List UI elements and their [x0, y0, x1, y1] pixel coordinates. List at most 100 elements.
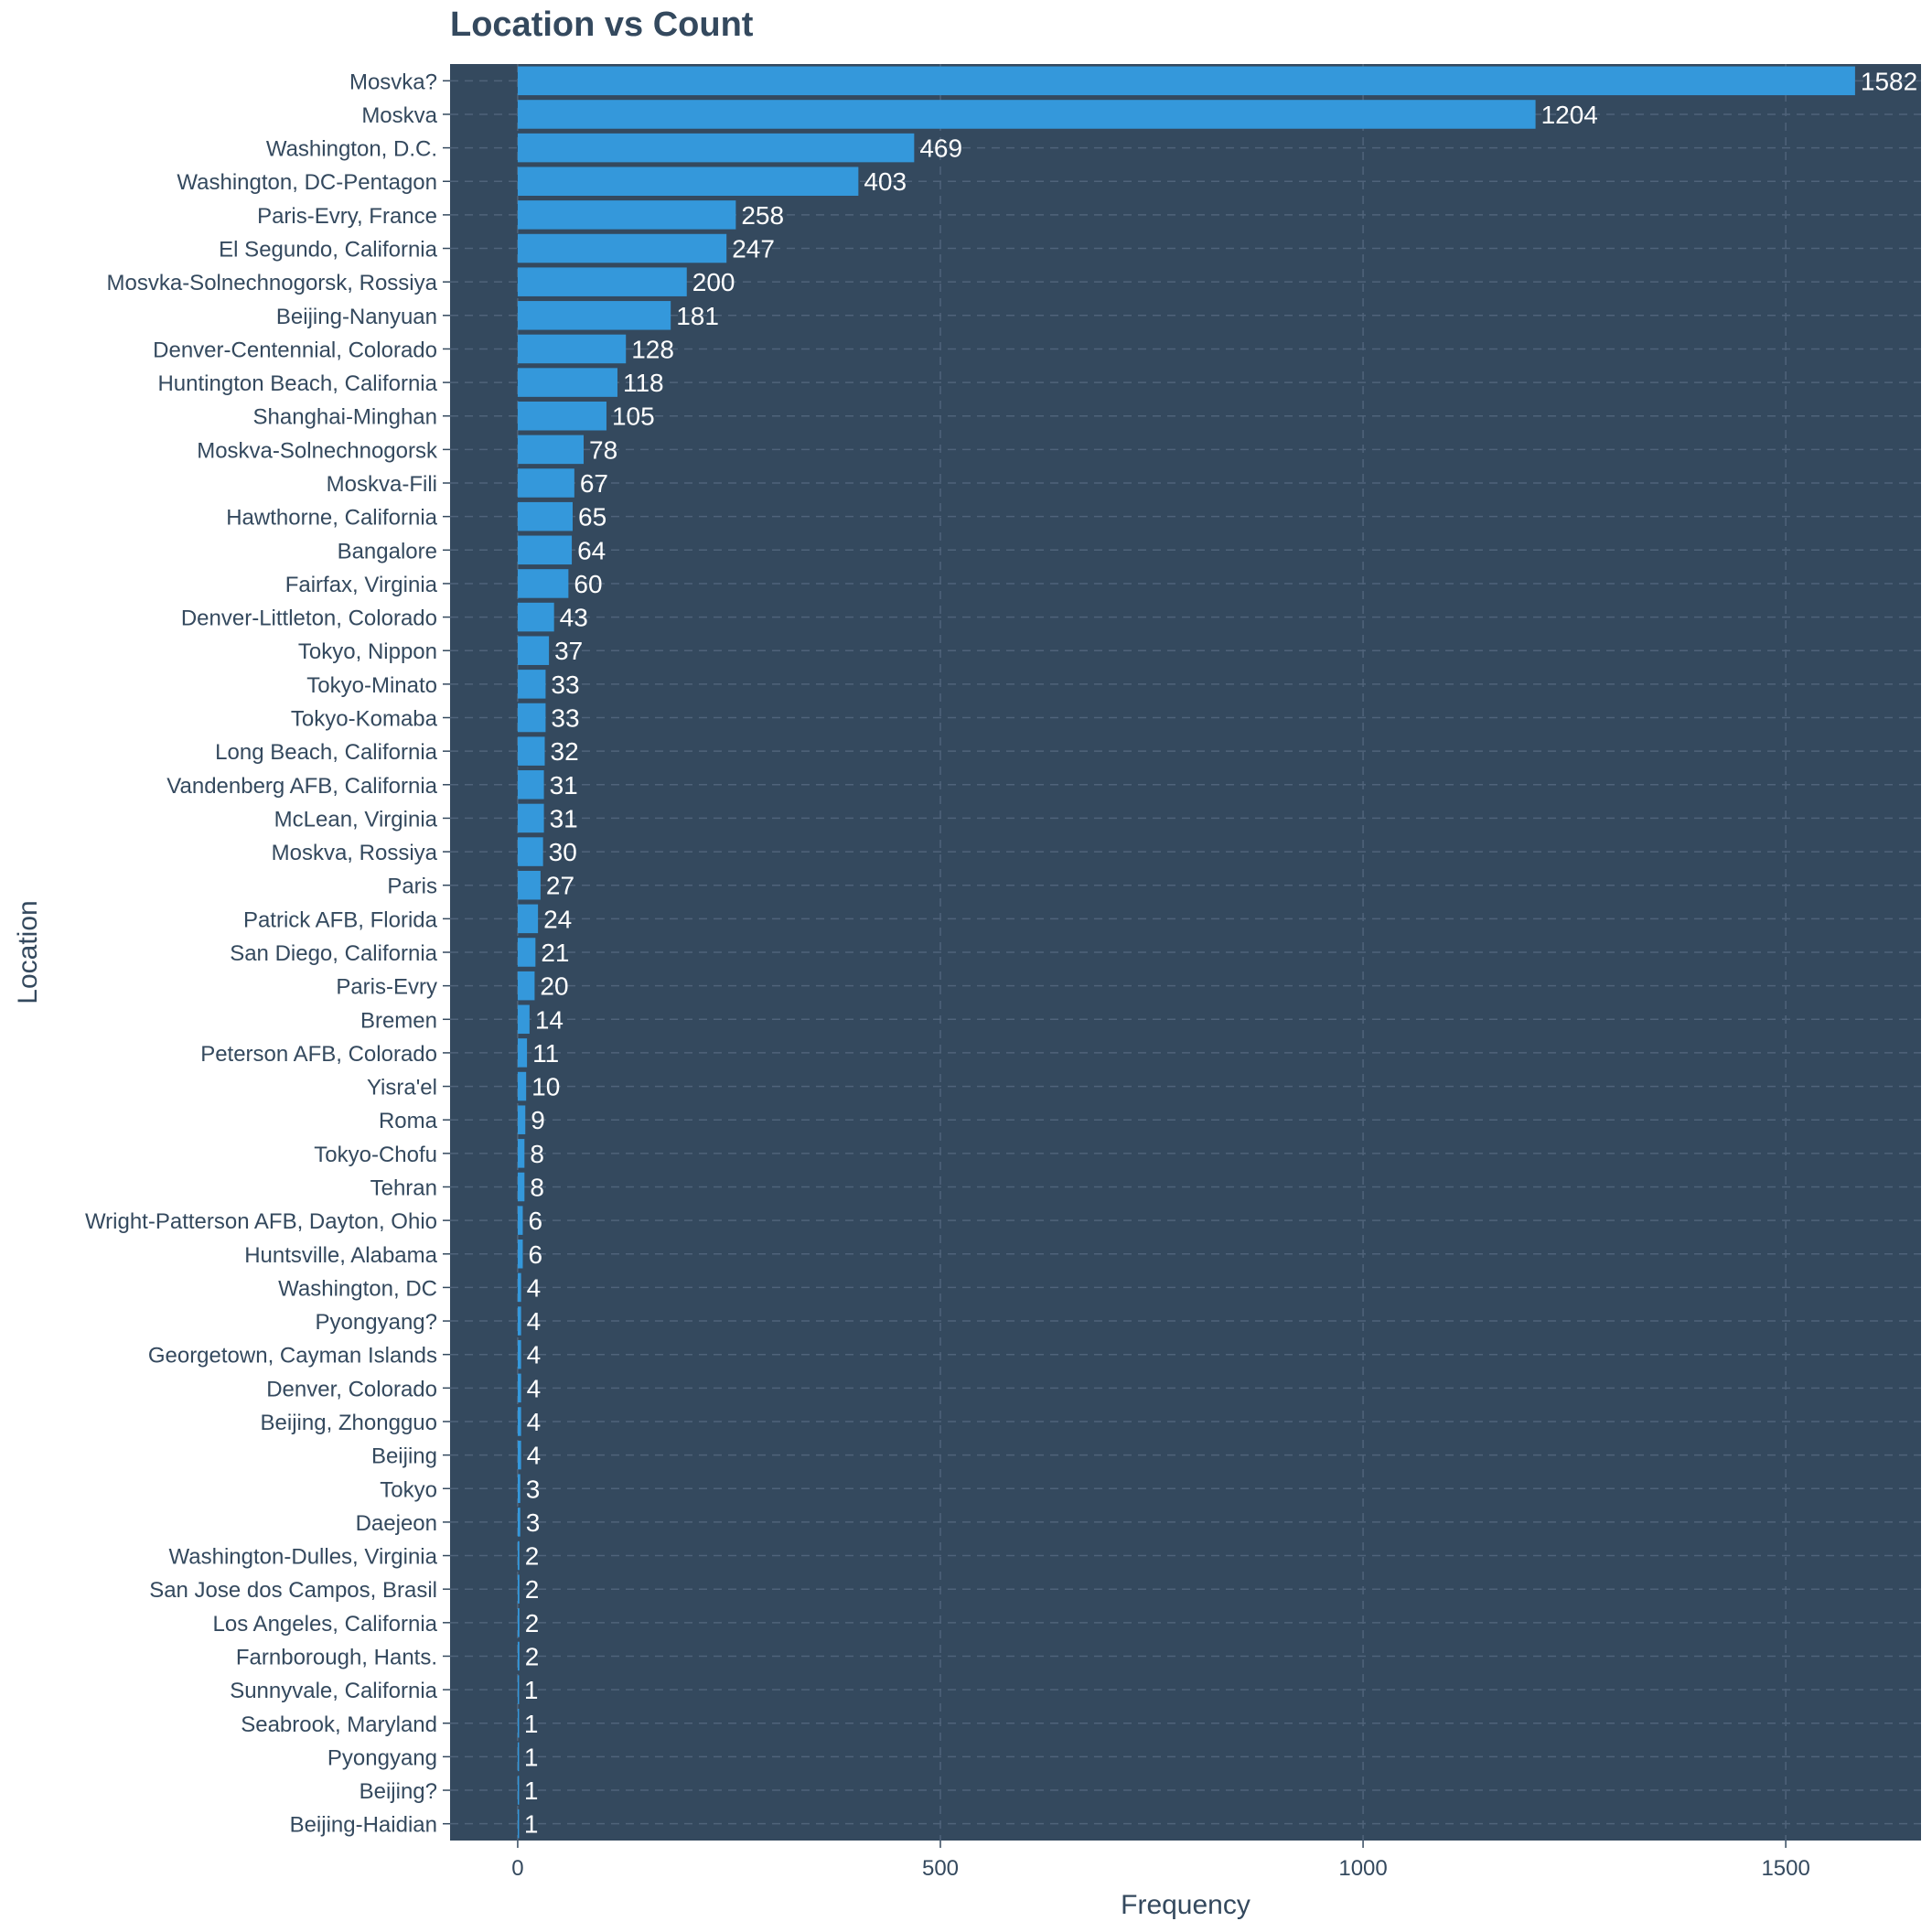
x-tick-label: 1500 [1761, 1856, 1809, 1881]
y-tick-label: Moskva [361, 103, 437, 128]
y-tick-label: Beijing-Nanyuan [276, 305, 437, 329]
data-label: 1582 [1861, 67, 1917, 95]
bar [517, 1240, 523, 1269]
grid-lines [450, 64, 1921, 1841]
y-tick-label: Patrick AFB, Florida [243, 907, 438, 932]
data-label: 33 [551, 671, 579, 699]
bar [517, 1508, 521, 1537]
data-label: 60 [574, 570, 602, 598]
data-label: 37 [554, 637, 583, 665]
y-tick-label: Washington, DC-Pentagon [177, 170, 437, 195]
x-tick-label: 500 [922, 1856, 959, 1881]
bar [517, 301, 671, 330]
data-label: 1 [524, 1810, 539, 1839]
y-tick-label: Mosvka? [349, 70, 437, 94]
bar [517, 1038, 528, 1068]
y-tick-label: Tokyo [380, 1477, 437, 1502]
data-label: 2 [525, 1542, 540, 1571]
data-label: 24 [543, 905, 572, 933]
bar [517, 1440, 521, 1470]
y-tick-label: Roma [379, 1109, 438, 1133]
bar [517, 770, 544, 800]
data-label: 33 [551, 704, 579, 733]
y-tick-label: Beijing, Zhongguo [261, 1411, 437, 1435]
y-tick-label: Yisra'el [367, 1076, 437, 1100]
data-label: 1 [524, 1743, 539, 1771]
y-tick-label: Washington, DC [278, 1276, 437, 1301]
data-label: 1 [524, 1710, 539, 1738]
y-tick-label: Beijing [371, 1444, 437, 1469]
data-label: 67 [580, 469, 608, 498]
y-tick-label: Moskva-Solnechnogorsk [197, 438, 438, 463]
data-label: 1 [524, 1776, 539, 1805]
data-label: 2 [525, 1609, 540, 1637]
data-label: 2 [525, 1642, 540, 1670]
bar [517, 904, 539, 934]
y-tick-label: Tokyo-Komaba [291, 707, 438, 732]
bar [517, 1339, 521, 1369]
y-tick-label: Tehran [370, 1175, 437, 1200]
y-tick-label: Huntington Beach, California [157, 371, 437, 396]
data-label: 78 [589, 435, 617, 464]
data-label: 4 [527, 1273, 542, 1302]
bar [517, 870, 541, 900]
bar [517, 803, 544, 833]
y-tick-label: Beijing-Haidian [290, 1813, 437, 1838]
y-tick-label: Washington-Dulles, Virginia [169, 1545, 438, 1570]
bar [517, 971, 535, 1001]
data-label: 64 [577, 536, 606, 564]
bar [517, 602, 554, 632]
y-tick-label: Hawthorne, California [226, 506, 437, 531]
bar [517, 501, 573, 531]
data-label: 469 [919, 134, 962, 163]
bar [517, 736, 545, 766]
data-label: 14 [535, 1005, 564, 1034]
bar [517, 334, 627, 364]
y-tick-label: Pyongyang [327, 1745, 437, 1770]
y-axis-ticks: Mosvka? Moskva Washington, D.C. Washington,… [85, 70, 450, 1838]
y-tick-label: Farnborough, Hants. [236, 1645, 437, 1669]
data-label: 8 [530, 1140, 544, 1168]
y-tick-label: Fairfax, Virginia [285, 573, 438, 597]
x-axis-title: Frequency [1121, 1890, 1250, 1920]
data-label: 10 [531, 1073, 560, 1101]
data-label: 65 [578, 503, 606, 531]
data-label: 6 [528, 1207, 542, 1235]
y-tick-label: Long Beach, California [215, 740, 437, 765]
y-tick-label: Pyongyang? [316, 1310, 437, 1335]
bar [517, 1407, 521, 1436]
bar [517, 401, 606, 431]
bar [517, 1474, 521, 1504]
data-label: 3 [526, 1508, 541, 1537]
bar [517, 200, 736, 230]
y-tick-label: Bangalore [338, 539, 437, 564]
bar [517, 1004, 530, 1035]
bar [517, 670, 546, 699]
bar [517, 1139, 525, 1168]
x-tick-label: 0 [511, 1856, 523, 1881]
y-tick-label: Seabrook, Maryland [241, 1712, 437, 1737]
bar [517, 636, 550, 665]
y-tick-label: Georgetown, Cayman Islands [148, 1344, 437, 1368]
bar [517, 368, 617, 397]
data-label: 21 [541, 939, 569, 967]
y-tick-label: Wright-Patterson AFB, Dayton, Ohio [85, 1209, 437, 1234]
data-label: 31 [550, 804, 578, 832]
y-tick-label: Denver-Centennial, Colorado [153, 338, 437, 362]
data-label: 6 [528, 1240, 542, 1269]
data-label: 118 [623, 369, 664, 397]
y-tick-label: Vandenberg AFB, California [166, 774, 437, 799]
data-label: 4 [527, 1341, 542, 1369]
y-tick-label: Tokyo-Minato [306, 673, 437, 698]
y-tick-label: Mosvka-Solnechnogorsk, Rossiya [107, 271, 438, 295]
y-tick-label: Daejeon [356, 1511, 437, 1536]
y-tick-label: Paris-Evry, France [257, 204, 437, 229]
bar [517, 703, 546, 733]
bar [517, 1742, 520, 1772]
y-tick-label: El Segundo, California [219, 238, 437, 263]
bar [517, 1574, 520, 1604]
bars [517, 66, 1855, 1839]
y-tick-label: Sunnyvale, California [230, 1679, 437, 1703]
data-label: 128 [631, 335, 674, 363]
y-tick-label: Moskva-Fili [327, 472, 437, 497]
